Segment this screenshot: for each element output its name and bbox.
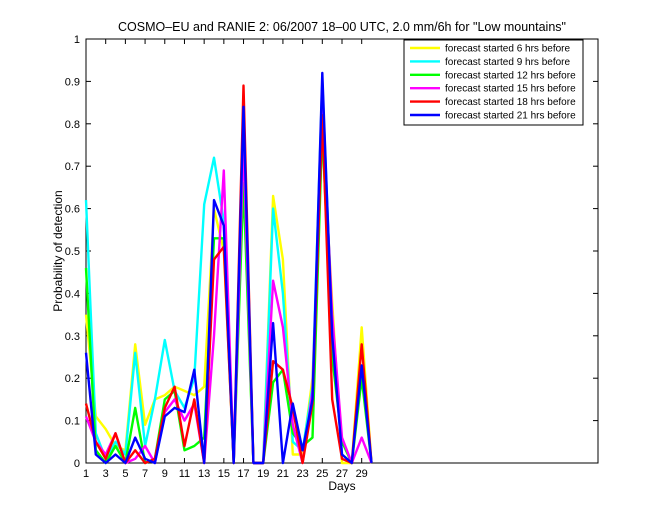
y-tick-label: 0.2 [65, 373, 80, 385]
x-tick-label: 13 [198, 468, 210, 480]
x-tick-label: 25 [316, 468, 328, 480]
x-tick-label: 23 [296, 468, 308, 480]
y-tick-label: 0.8 [65, 119, 80, 131]
x-tick-label: 5 [122, 468, 128, 480]
legend: forecast started 6 hrs before forecast st… [403, 39, 584, 126]
x-tick-label: 3 [103, 468, 109, 480]
legend-label: forecast started 12 hrs before [445, 70, 576, 81]
x-tick-label: 11 [179, 468, 190, 480]
x-tick-label: 7 [142, 468, 148, 480]
series-line-6 [84, 71, 373, 465]
x-tick-label: 1 [83, 468, 89, 480]
legend-label: forecast started 18 hrs before [445, 97, 576, 108]
y-tick-label: 0.9 [65, 76, 80, 88]
x-tick-label: 29 [356, 468, 368, 480]
y-tick-label: 0.4 [65, 288, 80, 300]
legend-box [403, 39, 584, 126]
series-lines [84, 71, 373, 465]
y-tick-label: 0.5 [65, 246, 80, 258]
axis-ticks: 1 3 5 7 9 11 13 15 17 19 21 23 25 27 2900.10.20.30.40.… [65, 34, 598, 480]
legend-label: forecast started 6 hrs before [445, 44, 571, 55]
y-tick-label: 0.3 [65, 331, 80, 343]
legend-label: forecast started 15 hrs before [445, 84, 576, 95]
x-tick-label: 15 [218, 468, 230, 480]
x-tick-label: 17 [237, 468, 249, 480]
x-axis-label: Days [328, 479, 355, 493]
y-tick-label: 0.7 [65, 161, 80, 173]
y-tick-label: 0.6 [65, 204, 80, 216]
x-tick-label: 9 [162, 468, 168, 480]
legend-label: forecast started 9 hrs before [445, 57, 571, 68]
y-tick-label: 0 [74, 458, 80, 470]
y-axis-label: Probability of detection [51, 190, 65, 311]
legend-label: forecast started 21 hrs before [445, 111, 576, 122]
x-tick-label: 19 [257, 468, 269, 480]
y-tick-label: 1 [74, 34, 80, 46]
x-tick-label: 27 [336, 468, 348, 480]
chart-title: COSMO–EU and RANIE 2: 06/2007 18–00 UTC,… [118, 20, 566, 34]
y-tick-label: 0.1 [65, 416, 80, 428]
x-tick-label: 21 [277, 468, 289, 480]
